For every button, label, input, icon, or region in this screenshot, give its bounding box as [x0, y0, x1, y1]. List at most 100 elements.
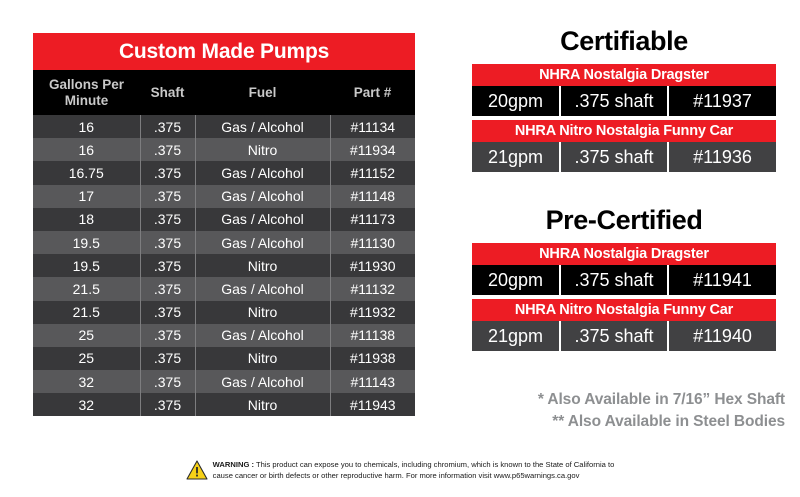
- cell-shaft: .375: [140, 230, 196, 255]
- warning-triangle-icon: [186, 460, 208, 485]
- cell-part: #11930: [330, 254, 416, 278]
- spec-row: 20gpm .375 shaft #11941: [472, 265, 777, 295]
- cell-gpm: 21.5: [33, 277, 141, 301]
- cell-gpm: 25: [33, 346, 141, 371]
- cell-fuel: Gas / Alcohol: [195, 370, 331, 394]
- precertified-funnycar-shaft: .375 shaft: [560, 321, 669, 351]
- precertified-section: Pre-Certified NHRA Nostalgia Dragster 20…: [472, 205, 777, 355]
- table-row: 25.375 Gas / Alcohol #11138: [33, 323, 416, 347]
- cell-part: #11138: [330, 323, 416, 347]
- cell-part: #11152: [330, 161, 416, 185]
- cell-part: #11148: [330, 184, 416, 208]
- certifiable-dragster-shaft: .375 shaft: [560, 86, 669, 116]
- cell-part: #11143: [330, 370, 416, 394]
- precertified-funnycar-category: NHRA Nitro Nostalgia Funny Car: [472, 299, 777, 321]
- prop65-warning-line2: cause cancer or birth defects or other r…: [212, 471, 580, 480]
- cell-fuel: Gas / Alcohol: [195, 277, 331, 301]
- cell-fuel: Nitro: [195, 138, 331, 162]
- footnotes: * Also Available in 7/16” Hex Shaft ** A…: [455, 389, 785, 434]
- cell-part: #11938: [330, 346, 416, 371]
- cell-fuel: Gas / Alcohol: [195, 230, 331, 255]
- certifiable-funnycar-gpm: 21gpm: [472, 142, 561, 172]
- cell-part: #11934: [330, 138, 416, 162]
- table-row: 16.375 Nitro #11934: [33, 138, 416, 162]
- cell-shaft: .375: [140, 207, 196, 231]
- table-row: 19.5.375 Gas / Alcohol #11130: [33, 230, 416, 255]
- cell-fuel: Nitro: [195, 300, 331, 324]
- cell-shaft: .375: [140, 323, 196, 347]
- cell-shaft: .375: [140, 138, 196, 162]
- cell-part: #11130: [330, 230, 416, 255]
- table-row: 16.375 Gas / Alcohol #11134: [33, 115, 416, 139]
- prop65-warning-text: WARNING : This product can expose you to…: [213, 459, 615, 481]
- table-row: 19.5.375 Nitro #11930: [33, 254, 416, 278]
- main-table-title: Custom Made Pumps: [33, 33, 416, 70]
- cell-gpm: 16: [33, 115, 141, 139]
- table-row: 17.375 Gas / Alcohol #11148: [33, 184, 416, 208]
- footnote-steel-bodies: ** Also Available in Steel Bodies: [552, 413, 785, 431]
- cell-shaft: .375: [140, 254, 196, 278]
- cell-fuel: Nitro: [195, 393, 331, 417]
- cell-fuel: Nitro: [195, 346, 331, 371]
- certifiable-dragster-gpm: 20gpm: [472, 86, 561, 116]
- cell-shaft: .375: [140, 393, 196, 417]
- cell-gpm: 32: [33, 393, 141, 417]
- cell-fuel: Gas / Alcohol: [195, 323, 331, 347]
- table-row: 18.375 Gas / Alcohol #11173: [33, 207, 416, 231]
- cell-part: #11932: [330, 300, 416, 324]
- precertified-heading: Pre-Certified: [545, 205, 703, 235]
- category-row: NHRA Nitro Nostalgia Funny Car: [472, 120, 777, 142]
- certifiable-funnycar-category: NHRA Nitro Nostalgia Funny Car: [472, 120, 777, 142]
- prop65-warning: WARNING : This product can expose you to…: [0, 459, 800, 485]
- category-row: NHRA Nitro Nostalgia Funny Car: [472, 299, 777, 321]
- main-table-body: 16.375 Gas / Alcohol #11134 16.375 Nitro #119…: [33, 115, 416, 417]
- custom-made-pumps-table: Custom Made Pumps Gallons Per Minute Sha…: [33, 33, 416, 417]
- cell-gpm: 21.5: [33, 300, 141, 324]
- certifiable-section: Certifiable NHRA Nostalgia Dragster 20gp…: [472, 26, 777, 176]
- precertified-dragster-gpm: 20gpm: [472, 265, 561, 295]
- cell-shaft: .375: [140, 300, 196, 324]
- cell-shaft: .375: [140, 370, 196, 394]
- cell-shaft: .375: [140, 161, 196, 185]
- spec-row: 21gpm .375 shaft #11936: [472, 142, 777, 172]
- main-table-header-row: Gallons Per Minute Shaft Fuel Part #: [33, 70, 416, 115]
- cell-fuel: Gas / Alcohol: [195, 161, 331, 185]
- certifiable-dragster-part: #11937: [668, 86, 777, 116]
- cell-gpm: 25: [33, 323, 141, 347]
- precertified-funnycar-table: NHRA Nitro Nostalgia Funny Car 21gpm .37…: [472, 299, 777, 351]
- main-table-title-row: Custom Made Pumps: [33, 33, 416, 70]
- precertified-dragster-shaft: .375 shaft: [560, 265, 669, 295]
- footnote-hex-shaft: * Also Available in 7/16” Hex Shaft: [537, 391, 785, 408]
- table-row: 21.5.375 Gas / Alcohol #11132: [33, 277, 416, 301]
- certifiable-funnycar-table: NHRA Nitro Nostalgia Funny Car 21gpm .37…: [472, 120, 777, 172]
- precertified-funnycar-gpm: 21gpm: [472, 321, 561, 351]
- cell-shaft: .375: [140, 115, 196, 139]
- cell-fuel: Nitro: [195, 254, 331, 278]
- precertified-dragster-part: #11941: [668, 265, 777, 295]
- certifiable-funnycar-part: #11936: [668, 142, 777, 172]
- certifiable-heading: Certifiable: [560, 26, 688, 56]
- cell-gpm: 32: [33, 370, 141, 394]
- cell-part: #11943: [330, 393, 416, 417]
- table-row: 32.375 Gas / Alcohol #11143: [33, 370, 416, 394]
- precertified-dragster-table: NHRA Nostalgia Dragster 20gpm .375 shaft…: [472, 243, 777, 295]
- precertified-funnycar-part: #11940: [668, 321, 777, 351]
- spec-row: 21gpm .375 shaft #11940: [472, 321, 777, 351]
- cell-part: #11134: [330, 115, 416, 139]
- cell-part: #11173: [330, 207, 416, 231]
- certifiable-dragster-category: NHRA Nostalgia Dragster: [472, 64, 777, 86]
- column-header-part: Part #: [330, 70, 416, 115]
- cell-gpm: 16.75: [33, 161, 141, 185]
- cell-gpm: 19.5: [33, 230, 141, 255]
- cell-gpm: 18: [33, 207, 141, 231]
- column-header-gallons-per-minute: Gallons Per Minute: [33, 70, 140, 115]
- cell-fuel: Gas / Alcohol: [195, 184, 331, 208]
- table-row: 25.375 Nitro #11938: [33, 346, 416, 371]
- cell-fuel: Gas / Alcohol: [195, 207, 331, 231]
- cell-shaft: .375: [140, 277, 196, 301]
- cell-gpm: 17: [33, 184, 141, 208]
- certifiable-funnycar-shaft: .375 shaft: [560, 142, 669, 172]
- precertified-dragster-category: NHRA Nostalgia Dragster: [472, 243, 777, 265]
- cell-gpm: 19.5: [33, 254, 141, 278]
- prop65-warning-label: WARNING :: [212, 460, 254, 469]
